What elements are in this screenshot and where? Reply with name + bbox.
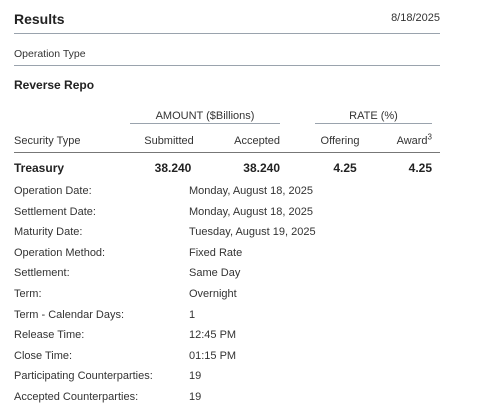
column-header: Security Type [14,135,81,147]
detail-label: Maturity Date: [14,226,83,239]
detail-label: Participating Counterparties: [14,370,153,383]
detail-value: Overnight [189,288,237,300]
group-underline [130,123,280,124]
footnote-marker: 3 [427,132,432,142]
detail-value: 19 [189,370,202,383]
detail-label: Term: [14,288,42,300]
cell: Treasury [14,161,65,175]
detail-value: Tuesday, August 19, 2025 [189,226,316,239]
detail-label: Close Time: [14,349,73,362]
column-header: Offering [320,135,360,147]
date: 8/18/2025 [391,12,440,24]
detail-label: Settlement Date: [14,205,96,218]
cell: 38.240 [154,161,192,175]
detail-value: 1 [189,308,196,321]
cell: 38.240 [243,161,280,175]
detail-value: 19 [189,391,202,403]
column-header: Submitted [144,135,194,147]
detail-value: Same Day [189,267,241,280]
column-header-text: Award [396,135,428,147]
detail-value: Monday, August 18, 2025 [189,205,313,218]
group-underline [315,123,432,124]
detail-label: Term - Calendar Days: [14,308,125,321]
divider [14,65,440,66]
group-header: RATE (%) [349,110,398,122]
detail-value: 01:15 PM [189,349,237,362]
cell: 4.25 [408,161,432,175]
detail-label: Accepted Counterparties: [14,391,139,403]
group-header: AMOUNT ($Billions) [155,110,255,122]
section-title: Reverse Repo [14,78,95,92]
divider [14,152,440,153]
detail-value: Monday, August 18, 2025 [189,185,313,197]
operation-type-label: Operation Type [14,48,86,60]
detail-label: Release Time: [14,329,85,342]
detail-label: Settlement: [14,267,70,280]
detail-label: Operation Method: [14,246,106,259]
detail-value: Fixed Rate [189,246,243,259]
title: Results [14,11,65,27]
cell: 4.25 [333,161,357,175]
detail-label: Operation Date: [14,185,92,197]
divider [14,33,440,34]
column-header: Award3 [362,132,432,148]
column-header: Accepted [234,135,280,147]
detail-value: 12:45 PM [189,329,237,342]
